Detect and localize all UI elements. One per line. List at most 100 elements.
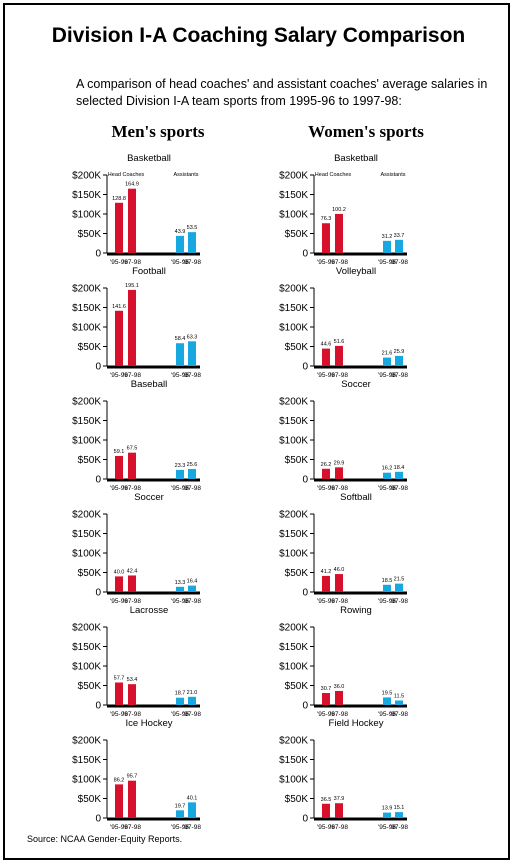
- men-soccer-tick-label: $200K: [72, 510, 101, 521]
- men-lacrosse-tick-label: $200K: [72, 623, 101, 634]
- men-football-tick-label: $200K: [72, 284, 101, 295]
- men-soccer-category-label: '95-96: [110, 598, 128, 605]
- men-ice-hockey-category-label: '95-96: [171, 824, 189, 831]
- women-volleyball-bar-assistant-1: [395, 355, 403, 366]
- men-lacrosse-tick-label: $150K: [72, 642, 101, 653]
- men-basketball-data-label: 43.9: [175, 229, 186, 235]
- women-rowing-tick-label: 0: [302, 701, 308, 712]
- men-lacrosse-tick-label: $50K: [78, 681, 102, 692]
- women-volleyball-data-label: 21.6: [382, 351, 393, 357]
- women-volleyball-category-label: '95-96: [317, 372, 335, 379]
- mens-sports-heading: Men's sports: [111, 122, 205, 141]
- men-basketball-data-label: 53.5: [187, 225, 198, 231]
- women-volleyball-data-label: 25.9: [394, 349, 405, 355]
- women-volleyball-data-label: 44.6: [321, 342, 332, 348]
- men-baseball-bar-head-1: [128, 452, 136, 479]
- men-soccer-tick-label: 0: [95, 588, 101, 599]
- women-basketball-category-label: '97-98: [390, 259, 408, 266]
- women-basketball-bar-head-1: [335, 213, 343, 253]
- women-soccer-data-label: 26.2: [321, 462, 332, 468]
- women-rowing-category-label: '97-98: [390, 711, 408, 718]
- men-soccer-data-label: 42.4: [127, 568, 138, 574]
- men-ice-hockey-tick-label: $150K: [72, 755, 101, 766]
- women-rowing-data-label: 19.5: [382, 690, 393, 696]
- men-basketball-tick-label: $50K: [78, 229, 102, 240]
- women-basketball-legend-assistant: Assistants: [380, 172, 405, 178]
- men-ice-hockey-bar-head-1: [128, 780, 136, 818]
- women-volleyball-category-label: '97-98: [330, 372, 348, 379]
- men-basketball-tick-label: $150K: [72, 190, 101, 201]
- men-basketball-tick-label: $100K: [72, 210, 101, 221]
- men-ice-hockey-tick-label: 0: [95, 814, 101, 825]
- men-soccer-category-label: '97-98: [123, 598, 141, 605]
- women-field-hockey-tick-label: $50K: [285, 794, 309, 805]
- men-football-category-label: '97-98: [123, 372, 141, 379]
- men-soccer-bar-assistant-1: [188, 585, 196, 592]
- women-soccer-title: Soccer: [341, 379, 371, 390]
- men-lacrosse-tick-label: 0: [95, 701, 101, 712]
- men-lacrosse-category-label: '95-96: [171, 711, 189, 718]
- men-lacrosse-bar-head-0: [115, 682, 123, 705]
- men-lacrosse-bar-head-1: [128, 684, 136, 705]
- women-basketball-tick-label: 0: [302, 249, 308, 260]
- women-soccer-data-label: 18.4: [394, 465, 405, 471]
- men-basketball-category-label: '97-98: [183, 259, 201, 266]
- women-basketball-data-label: 100.2: [332, 207, 346, 213]
- men-lacrosse-category-label: '95-96: [110, 711, 128, 718]
- women-basketball-category-label: '97-98: [330, 259, 348, 266]
- women-field-hockey-category-label: '95-96: [317, 824, 335, 831]
- women-basketball-bar-assistant-0: [383, 240, 391, 253]
- women-softball-category-label: '97-98: [390, 598, 408, 605]
- men-basketball-data-label: 128.8: [112, 196, 126, 202]
- men-football-bar-assistant-0: [176, 343, 184, 366]
- women-volleyball-tick-label: $200K: [279, 284, 308, 295]
- men-soccer-bar-head-1: [128, 575, 136, 592]
- men-soccer-tick-label: $50K: [78, 568, 102, 579]
- women-field-hockey-category-label: '97-98: [330, 824, 348, 831]
- men-baseball-data-label: 59.1: [114, 449, 125, 455]
- women-field-hockey-title: Field Hockey: [329, 718, 384, 729]
- men-ice-hockey-title: Ice Hockey: [126, 718, 173, 729]
- men-lacrosse-bar-assistant-0: [176, 697, 184, 705]
- women-soccer-category-label: '95-96: [317, 485, 335, 492]
- men-football-category-label: '95-96: [110, 372, 128, 379]
- men-baseball-category-label: '97-98: [123, 485, 141, 492]
- women-rowing-bar-assistant-1: [395, 700, 403, 705]
- men-soccer-data-label: 16.4: [187, 579, 198, 585]
- women-soccer-bar-assistant-0: [383, 472, 391, 479]
- women-rowing-category-label: '97-98: [330, 711, 348, 718]
- men-baseball-bar-assistant-0: [176, 469, 184, 479]
- women-volleyball-bar-assistant-0: [383, 357, 391, 366]
- women-basketball-data-label: 31.2: [382, 234, 393, 240]
- men-football-category-label: '97-98: [183, 372, 201, 379]
- women-basketball-bar-head-0: [322, 223, 330, 253]
- men-baseball-data-label: 25.6: [187, 462, 198, 468]
- men-basketball-bar-assistant-0: [176, 235, 184, 253]
- men-lacrosse-title: Lacrosse: [130, 605, 169, 616]
- men-football-bar-head-1: [128, 289, 136, 366]
- men-basketball-bar-assistant-1: [188, 232, 196, 253]
- women-basketball-bar-assistant-1: [395, 239, 403, 253]
- women-rowing-tick-label: $50K: [285, 681, 309, 692]
- women-field-hockey-data-label: 13.9: [382, 806, 393, 812]
- women-rowing-title: Rowing: [340, 605, 372, 616]
- women-soccer-bar-assistant-1: [395, 471, 403, 479]
- page-subtitle: A comparison of head coaches' and assist…: [76, 77, 488, 108]
- men-ice-hockey-tick-label: $200K: [72, 736, 101, 747]
- women-softball-bar-assistant-1: [395, 583, 403, 592]
- women-softball-tick-label: $200K: [279, 510, 308, 521]
- men-baseball-category-label: '97-98: [183, 485, 201, 492]
- men-soccer-tick-label: $150K: [72, 529, 101, 540]
- men-ice-hockey-category-label: '97-98: [123, 824, 141, 831]
- women-volleyball-bar-head-0: [322, 348, 330, 366]
- men-ice-hockey-category-label: '97-98: [183, 824, 201, 831]
- women-basketball-data-label: 76.3: [321, 216, 332, 222]
- women-softball-tick-label: $100K: [279, 549, 308, 560]
- men-baseball-tick-label: $200K: [72, 397, 101, 408]
- men-ice-hockey-data-label: 40.1: [187, 795, 198, 801]
- women-basketball-tick-label: $100K: [279, 210, 308, 221]
- women-field-hockey-category-label: '97-98: [390, 824, 408, 831]
- women-soccer-tick-label: $200K: [279, 397, 308, 408]
- women-field-hockey-bar-head-0: [322, 803, 330, 818]
- women-soccer-data-label: 29.9: [334, 460, 345, 466]
